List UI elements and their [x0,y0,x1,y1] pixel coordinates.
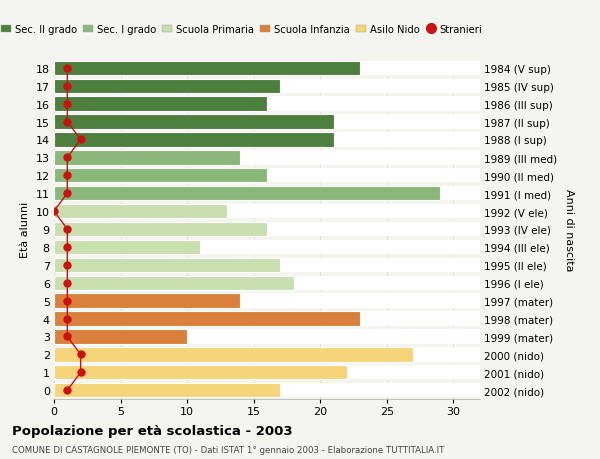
Bar [54,347,480,362]
Bar [54,294,480,308]
Bar [54,383,480,397]
Bar [54,276,480,290]
Bar [54,115,480,129]
Bar [54,258,280,272]
Bar [54,133,334,147]
Text: COMUNE DI CASTAGNOLE PIEMONTE (TO) - Dati ISTAT 1° gennaio 2003 - Elaborazione T: COMUNE DI CASTAGNOLE PIEMONTE (TO) - Dat… [12,445,445,454]
Bar [54,204,480,219]
Y-axis label: Età alunni: Età alunni [20,202,30,257]
Bar [54,365,480,380]
Bar [54,222,267,237]
Bar [54,169,267,183]
Bar [54,258,480,272]
Bar [54,62,360,76]
Bar [54,365,347,380]
Text: Popolazione per età scolastica - 2003: Popolazione per età scolastica - 2003 [12,425,293,437]
Bar [54,312,480,326]
Y-axis label: Anni di nascita: Anni di nascita [564,188,574,271]
Bar [54,79,480,94]
Bar [54,294,241,308]
Bar [54,187,440,201]
Bar [54,151,480,165]
Bar [54,133,480,147]
Bar [54,97,267,112]
Bar [54,222,480,237]
Bar [54,151,241,165]
Bar [54,330,480,344]
Bar [54,187,480,201]
Bar [54,240,480,255]
Bar [54,347,413,362]
Legend: Sec. II grado, Sec. I grado, Scuola Primaria, Scuola Infanzia, Asilo Nido, Stran: Sec. II grado, Sec. I grado, Scuola Prim… [0,21,486,39]
Bar [54,115,334,129]
Bar [54,240,200,255]
Bar [54,169,480,183]
Bar [54,204,227,219]
Bar [54,330,187,344]
Bar [54,79,280,94]
Bar [54,312,360,326]
Bar [54,62,480,76]
Bar [54,276,293,290]
Bar [54,97,480,112]
Bar [54,383,280,397]
